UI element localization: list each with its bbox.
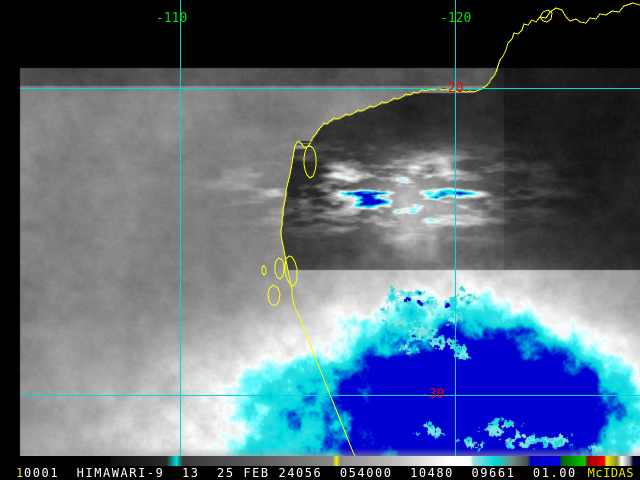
coastline-segment: [284, 255, 298, 287]
status-line: 1 0001 HIMAWARI-9 13 25 FEB 24056 054000…: [0, 466, 640, 480]
coastline-segment: [539, 9, 553, 23]
status-frame-indicator: 1: [16, 466, 25, 480]
coastline-segment: [267, 284, 281, 306]
coastline-segment: [280, 2, 640, 456]
coastline-segment: [274, 257, 285, 280]
longitude-label: -120: [440, 11, 472, 26]
status-line-text: 0001 HIMAWARI-9 13 25 FEB 24056 054000 1…: [24, 466, 577, 480]
latlon-gridlines: [20, 0, 640, 456]
coastline-segment: [261, 264, 267, 276]
coastline-segment: [303, 145, 317, 179]
latitude-label: -30: [421, 387, 445, 402]
coastline-path: [261, 2, 640, 456]
enhancement-color-bar: [0, 456, 640, 466]
bottom-status-bar: 1 0001 HIMAWARI-9 13 25 FEB 24056 054000…: [0, 456, 640, 480]
latitude-label: -20: [440, 81, 464, 96]
satellite-image-panel[interactable]: -110 -120 -20 -30: [0, 0, 640, 456]
mcidas-brand-label: McIDAS: [587, 466, 634, 480]
longitude-label: -110: [156, 11, 188, 26]
map-vector-overlay: [20, 0, 640, 456]
satellite-imagery-canvas[interactable]: [0, 0, 640, 456]
